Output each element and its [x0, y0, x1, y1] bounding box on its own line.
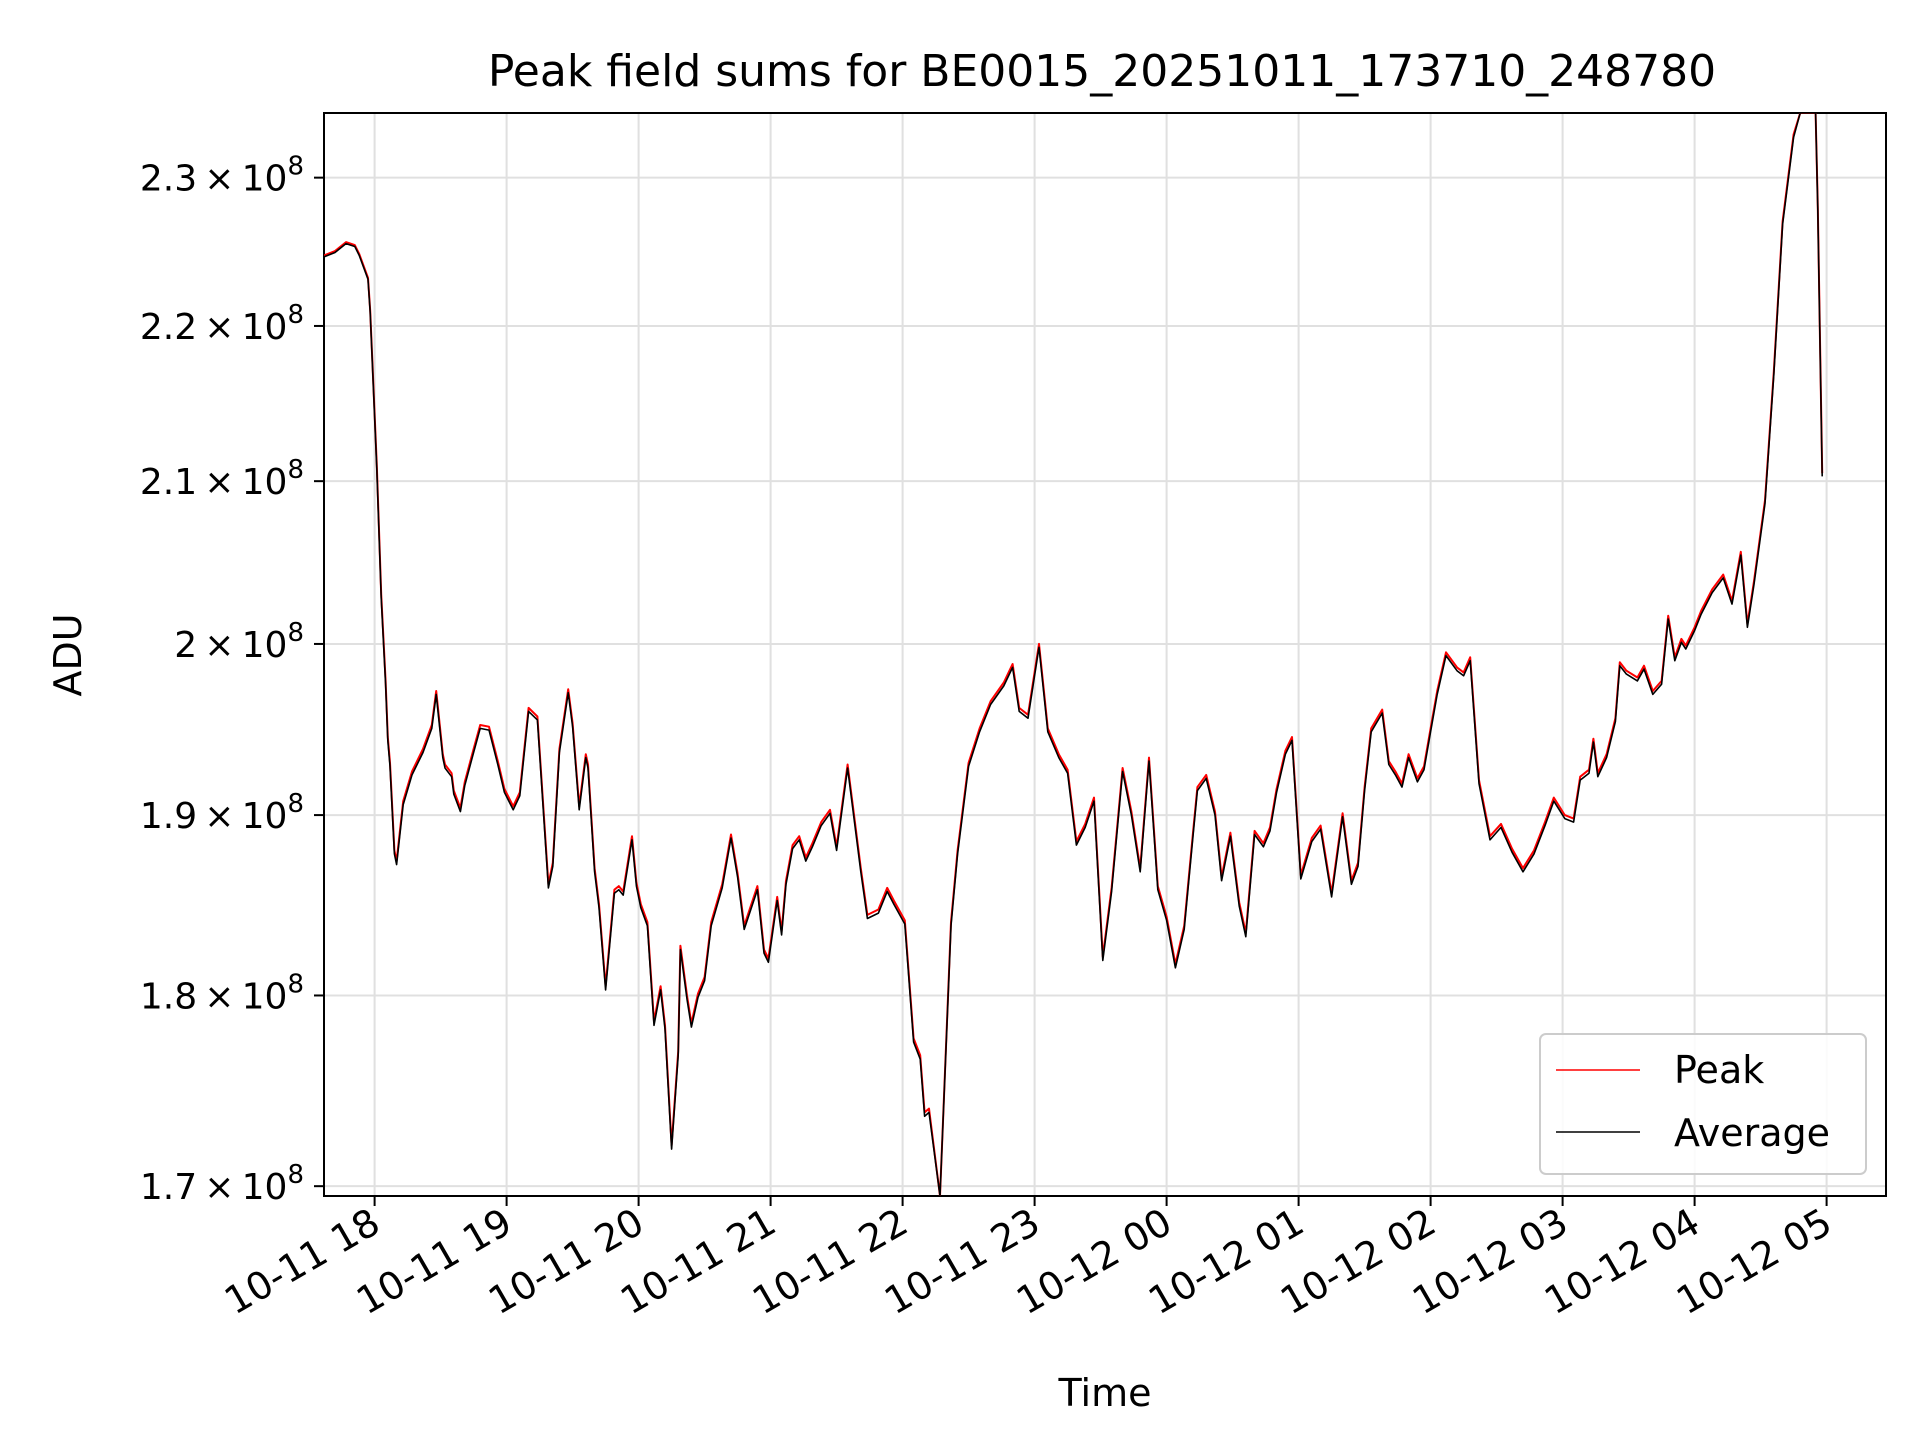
y-tick-label: 1.7 × 108 [140, 1160, 304, 1208]
legend-box [1539, 1033, 1867, 1175]
legend-label-peak: Peak [1674, 1048, 1764, 1092]
y-tick-label: 2.1 × 108 [140, 455, 304, 503]
y-axis-label: ADU [46, 613, 90, 696]
y-tick-label: 2.2 × 108 [140, 300, 304, 348]
series-lines [324, 113, 1824, 1196]
grid-lines [324, 113, 1886, 1196]
y-tick-label: 1.9 × 108 [140, 789, 304, 837]
x-axis-label: Time [1058, 1371, 1152, 1415]
y-tick-label: 2.3 × 108 [140, 152, 304, 200]
y-tick-label: 2 × 108 [174, 618, 304, 666]
chart-title: Peak field sums for BE0015_20251011_1737… [488, 46, 1716, 97]
series-line-average [324, 113, 1823, 1196]
legend-label-average: Average [1674, 1111, 1830, 1155]
y-axis: 1.7 × 108 1.8 × 108 1.9 × 108 2 × 108 2.1 × … [140, 152, 324, 1208]
y-tick-label: 1.8 × 108 [140, 969, 304, 1017]
plot-area [323, 112, 1887, 1197]
legend: Peak Average [1539, 1033, 1867, 1175]
